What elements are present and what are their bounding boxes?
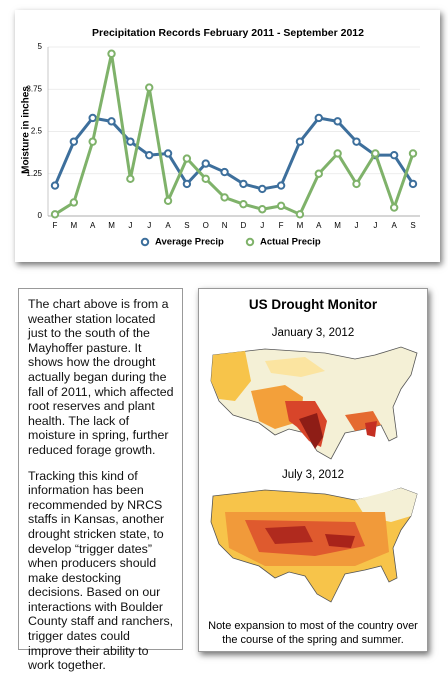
data-point [163,149,173,158]
data-point [182,154,192,163]
data-point [145,150,154,160]
x-tick-label: A [316,221,322,230]
data-point [239,179,248,189]
data-point [107,117,116,126]
data-point [314,113,323,123]
chart: Precipitation Records February 2011 - Se… [21,27,420,248]
paragraph: The chart above is from a weather statio… [28,297,174,457]
data-point [239,199,248,209]
data-point [389,203,399,212]
y-tick-label: 5 [38,42,43,51]
data-point [88,137,97,146]
data-point [126,137,135,146]
legend-marker [140,237,150,247]
data-point [352,179,361,189]
data-point [50,210,60,219]
data-point [201,159,210,168]
data-point [50,181,60,190]
paragraph: Tracking this kind of information has be… [28,468,174,673]
data-point [276,201,286,211]
map-label: July 3, 2012 [281,469,344,481]
x-tick-label: M [334,221,341,230]
y-tick-label: 1.25 [26,169,42,178]
x-tick-label: A [90,221,96,230]
x-tick-label: M [108,221,115,230]
data-point [145,83,154,92]
text-box: The chart above is from a weather statio… [18,288,183,672]
data-point [182,179,192,189]
data-point [333,117,342,126]
x-tick-label: M [297,221,304,230]
data-point [220,167,229,177]
data-point [258,205,267,214]
x-tick-label: F [53,221,58,230]
chart-panel [15,10,440,262]
data-point [163,196,173,205]
data-point [276,181,286,190]
data-point [69,137,79,146]
x-tick-label: S [184,221,189,230]
legend-marker [245,237,255,247]
caption: Note expansion to most of the country ov… [208,620,418,646]
drought-map [210,346,418,460]
x-tick-label: A [165,221,171,230]
data-point [333,149,342,158]
x-tick-label: A [391,221,397,230]
x-tick-label: N [222,221,228,230]
panel-title: US Drought Monitor [248,297,378,312]
data-point [295,137,305,146]
data-point [258,184,267,194]
data-line [54,52,415,216]
data-point [371,149,380,158]
y-axis-label: Moisture in inches [21,86,32,174]
x-tick-label: M [71,221,78,230]
data-line [53,116,415,191]
data-point [408,179,418,189]
drought-panel: US Drought Monitor January 3, 2012 July … [198,288,428,652]
data-point [295,210,305,219]
data-point [201,174,210,184]
map-label: January 3, 2012 [271,327,355,339]
x-tick-label: O [203,221,209,230]
data-point [352,137,361,146]
x-tick-label: J [147,221,151,230]
y-tick-label: 3.75 [26,84,42,93]
legend-label: Average Precip [155,237,224,248]
x-tick-label: S [410,221,415,230]
x-tick-label: F [279,221,284,230]
chart-title: Precipitation Records February 2011 - Se… [92,27,364,39]
x-tick-label: J [128,221,132,230]
drought-map [210,487,418,603]
data-point [408,149,418,158]
data-point [220,193,229,202]
data-point [389,150,399,160]
data-point [69,198,79,207]
x-tick-label: D [241,221,247,230]
legend-label: Actual Precip [260,237,321,248]
data-point [107,49,116,58]
data-point [314,169,323,178]
x-tick-label: J [373,221,377,230]
y-tick-label: 2.5 [31,127,43,136]
data-point [126,174,135,184]
data-point [88,113,97,123]
x-tick-label: J [354,221,358,230]
y-tick-label: 0 [38,211,43,220]
x-tick-label: J [260,221,264,230]
